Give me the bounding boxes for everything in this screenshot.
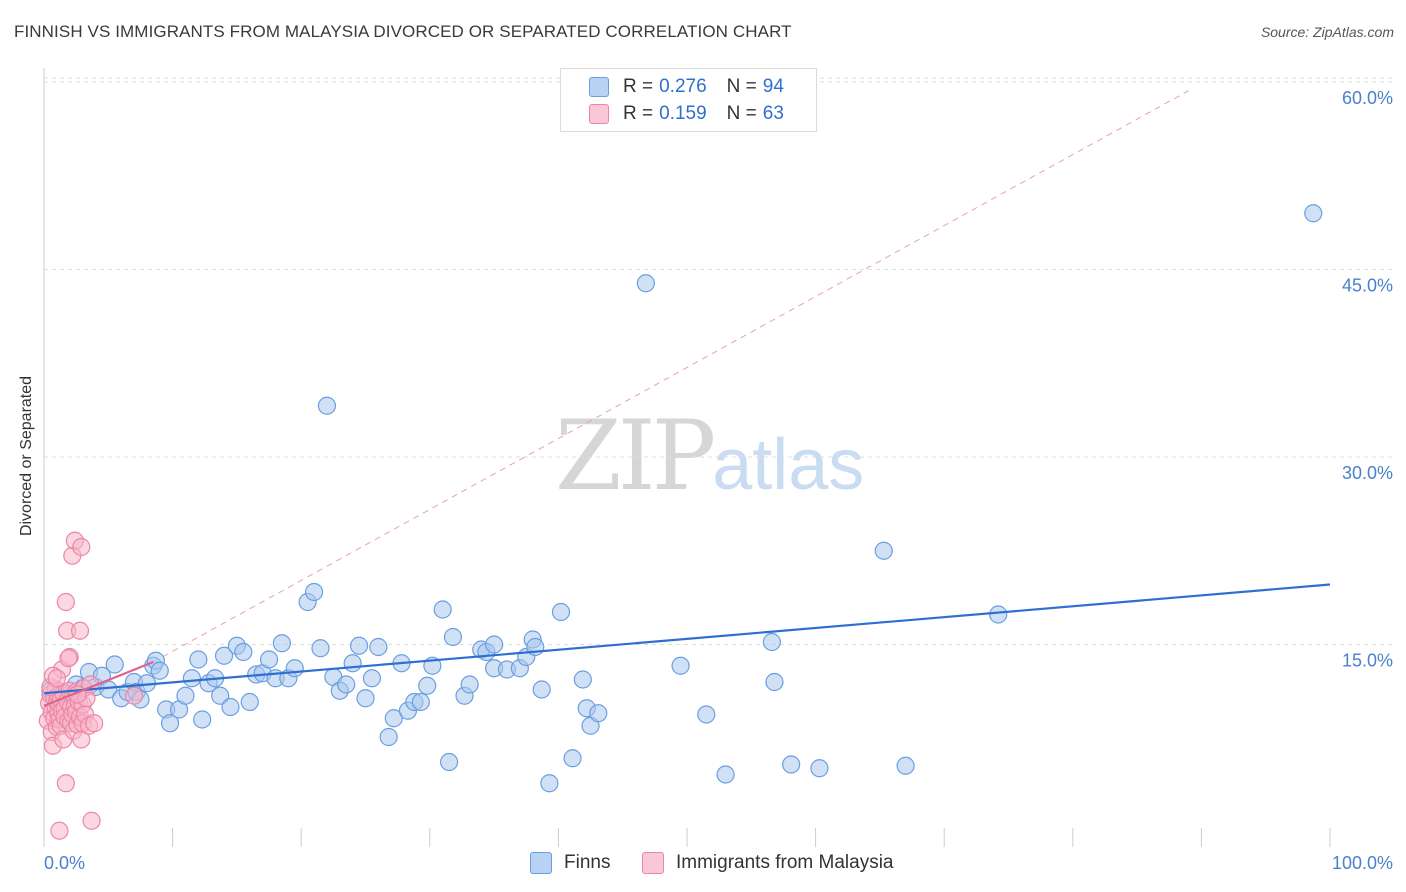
point-malaysia bbox=[82, 811, 101, 830]
point-finns bbox=[762, 632, 781, 652]
point-finns bbox=[356, 689, 375, 708]
watermark-zip: ZIP bbox=[555, 400, 716, 512]
point-finns bbox=[160, 714, 180, 733]
bottom-legend-swatch-finns bbox=[530, 852, 552, 874]
point-finns bbox=[810, 759, 829, 778]
point-malaysia bbox=[72, 537, 91, 557]
point-finns bbox=[304, 582, 324, 602]
point-finns bbox=[343, 654, 362, 673]
y-tick-label: 15.0% bbox=[1342, 651, 1393, 671]
point-finns bbox=[1304, 204, 1323, 223]
point-finns bbox=[384, 709, 403, 728]
x-tick-label: 0.0% bbox=[44, 853, 85, 873]
point-finns bbox=[259, 650, 279, 669]
point-finns bbox=[439, 752, 459, 772]
point-malaysia bbox=[50, 821, 69, 840]
point-finns bbox=[317, 396, 337, 415]
point-finns bbox=[573, 670, 592, 689]
point-finns bbox=[896, 756, 915, 775]
point-finns bbox=[460, 675, 479, 694]
point-finns bbox=[671, 656, 690, 675]
point-finns bbox=[418, 676, 437, 695]
legend-r-label: R = bbox=[623, 76, 654, 97]
legend-n-value: 63 bbox=[762, 103, 784, 124]
point-malaysia bbox=[59, 649, 78, 668]
y-tick-label: 45.0% bbox=[1342, 276, 1393, 296]
legend-n-label: N = bbox=[726, 103, 757, 124]
point-finns bbox=[211, 686, 230, 705]
source-label: Source: ZipAtlas.com bbox=[1260, 24, 1394, 40]
point-finns bbox=[697, 705, 716, 724]
point-finns bbox=[874, 541, 893, 560]
point-finns bbox=[176, 686, 195, 705]
legend-swatch-finns bbox=[589, 77, 609, 97]
point-finns bbox=[540, 774, 559, 793]
point-finns bbox=[189, 650, 208, 669]
legend: R = 0.276 N = 94 R = 0.159 N = 63 bbox=[560, 68, 817, 132]
point-finns bbox=[379, 727, 398, 747]
point-malaysia bbox=[56, 592, 75, 612]
trend-extension-malaysia bbox=[153, 90, 1189, 663]
point-finns bbox=[337, 675, 356, 694]
legend-r-value: 0.276 bbox=[659, 76, 707, 97]
point-finns bbox=[105, 655, 124, 674]
watermark: ZIPatlas bbox=[555, 400, 864, 512]
point-finns bbox=[234, 642, 253, 662]
point-finns bbox=[311, 639, 330, 658]
legend-swatch-malaysia bbox=[589, 104, 609, 124]
bottom-legend-finns: Finns bbox=[530, 852, 610, 874]
point-finns bbox=[563, 749, 582, 768]
point-finns bbox=[411, 692, 430, 712]
point-finns bbox=[369, 637, 388, 657]
point-malaysia bbox=[124, 686, 144, 705]
point-finns bbox=[716, 765, 735, 784]
x-tick-label: 100.0% bbox=[1332, 853, 1393, 873]
point-finns bbox=[765, 672, 784, 692]
y-tick-label: 30.0% bbox=[1342, 463, 1393, 483]
point-malaysia bbox=[70, 621, 90, 640]
point-malaysia bbox=[85, 714, 104, 733]
legend-n-value: 94 bbox=[762, 76, 784, 97]
point-finns bbox=[989, 605, 1008, 624]
point-finns bbox=[214, 646, 234, 665]
watermark-atlas: atlas bbox=[712, 425, 865, 505]
trend-line-finns bbox=[43, 583, 1331, 695]
point-finns bbox=[240, 692, 259, 712]
point-finns bbox=[443, 627, 463, 647]
legend-row-finns: R = 0.276 N = 94 bbox=[589, 75, 784, 99]
point-finns bbox=[349, 636, 369, 655]
point-finns bbox=[362, 669, 382, 688]
bottom-legend: Finns Immigrants from Malaysia bbox=[0, 852, 1406, 878]
legend-r-value: 0.159 bbox=[659, 103, 707, 124]
bottom-legend-malaysia: Immigrants from Malaysia bbox=[642, 852, 894, 874]
legend-n-label: N = bbox=[726, 76, 757, 97]
bottom-legend-label-finns: Finns bbox=[564, 852, 611, 873]
point-finns bbox=[193, 710, 212, 729]
point-finns bbox=[636, 274, 655, 293]
point-finns bbox=[272, 634, 292, 653]
point-finns bbox=[150, 661, 169, 680]
point-finns bbox=[285, 659, 304, 678]
point-finns bbox=[782, 755, 801, 774]
point-finns bbox=[221, 697, 240, 717]
trend-line-malaysia bbox=[43, 660, 154, 707]
bottom-legend-swatch-malaysia bbox=[642, 852, 664, 874]
point-malaysia bbox=[56, 774, 75, 793]
point-finns bbox=[182, 669, 201, 688]
point-finns bbox=[589, 704, 608, 723]
point-finns bbox=[433, 600, 452, 619]
point-finns bbox=[532, 680, 551, 699]
legend-r-label: R = bbox=[623, 103, 654, 124]
legend-row-malaysia: R = 0.159 N = 63 bbox=[589, 102, 784, 126]
point-finns bbox=[485, 635, 504, 654]
point-malaysia bbox=[47, 669, 66, 688]
y-tick-label: 60.0% bbox=[1342, 88, 1393, 108]
chart-title: FINNISH VS IMMIGRANTS FROM MALAYSIA DIVO… bbox=[14, 22, 792, 41]
bottom-legend-label-malaysia: Immigrants from Malaysia bbox=[676, 852, 894, 873]
point-finns bbox=[551, 602, 571, 622]
